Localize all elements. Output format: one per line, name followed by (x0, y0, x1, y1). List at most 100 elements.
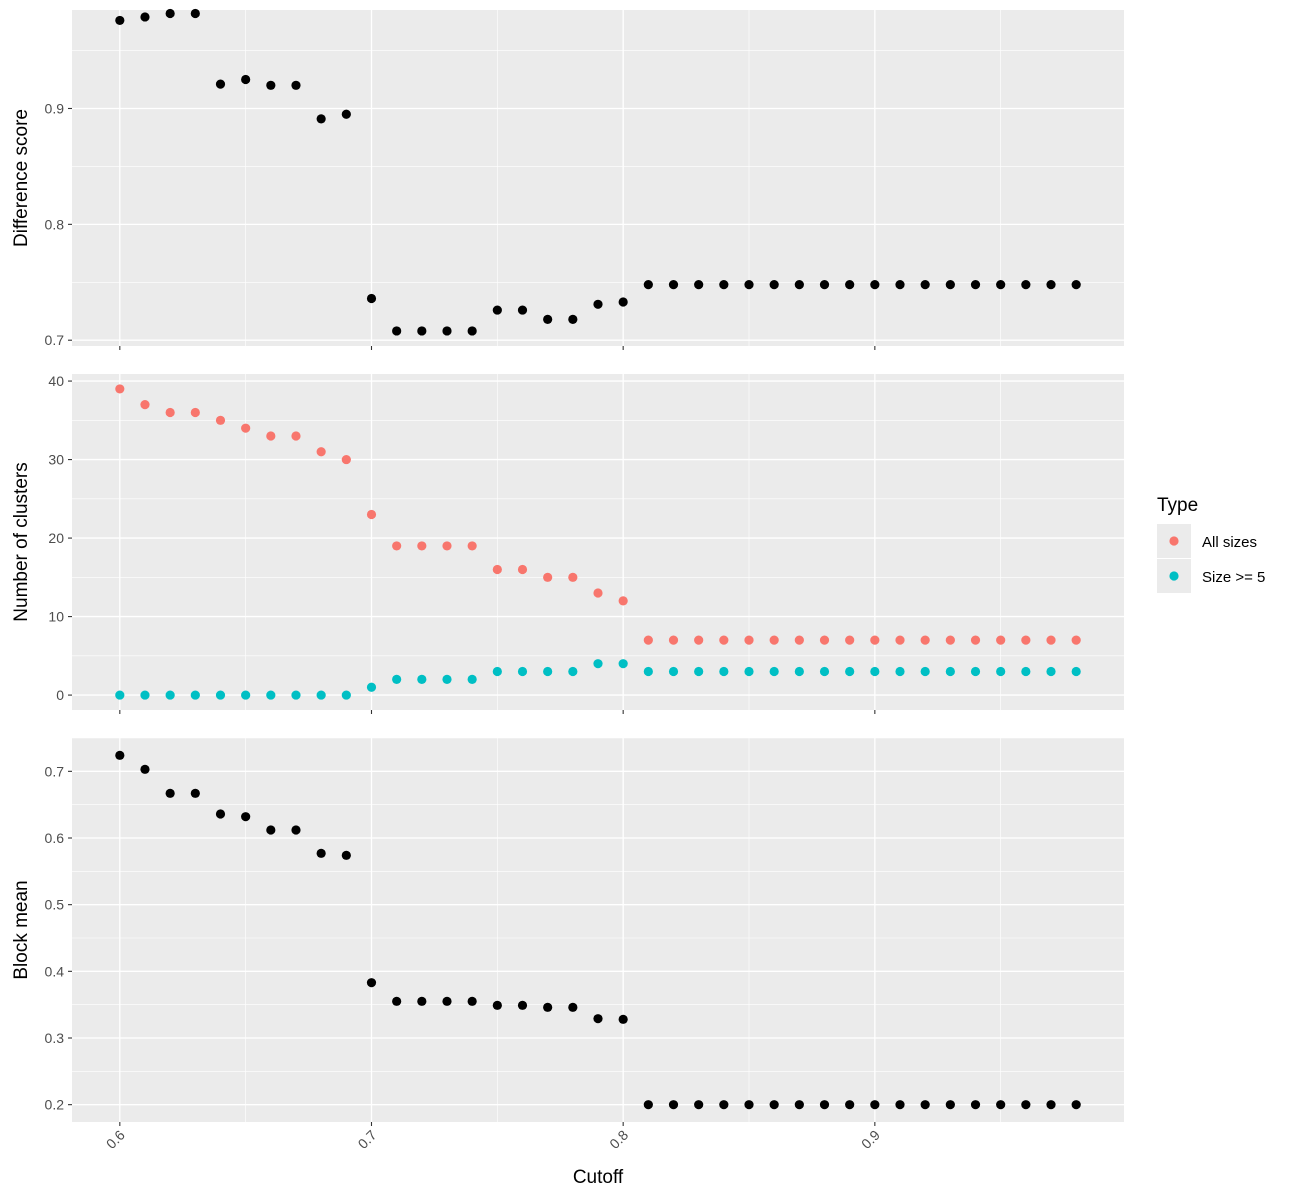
data-point (266, 431, 276, 441)
data-point (291, 80, 301, 90)
data-point (668, 1100, 679, 1110)
x-tick-label: 0.6 (103, 1127, 128, 1152)
data-point (895, 635, 905, 645)
data-point (845, 666, 855, 677)
data-point (517, 666, 528, 677)
data-point (517, 564, 528, 575)
data-point (492, 666, 502, 677)
data-point (115, 384, 125, 394)
data-point (819, 666, 830, 677)
y-tick-label: 20 (48, 530, 64, 546)
data-point (215, 79, 226, 89)
data-point (417, 674, 427, 684)
data-point (442, 996, 452, 1006)
data-point (668, 635, 679, 645)
data-point (769, 279, 779, 290)
data-point (1046, 666, 1056, 677)
data-point (543, 1002, 553, 1012)
y-tick-label: 0.7 (45, 332, 65, 348)
data-point (316, 848, 326, 858)
data-point (266, 690, 276, 700)
legend-label: Size >= 5 (1202, 569, 1265, 586)
data-point (593, 588, 603, 598)
data-point (996, 1100, 1006, 1110)
data-point (1071, 666, 1081, 677)
y-tick-label: 0.9 (45, 100, 65, 116)
data-point (316, 114, 326, 124)
data-point (366, 509, 377, 520)
data-point (895, 666, 905, 677)
data-point (190, 788, 200, 798)
data-point (945, 279, 955, 290)
data-point (845, 1100, 855, 1110)
panel-middle: 0 10 20 30 40 Number of clusters (11, 373, 1124, 714)
data-point (945, 666, 955, 677)
data-point (643, 666, 653, 677)
data-point (769, 635, 779, 645)
data-point (719, 635, 729, 645)
data-point (870, 666, 880, 677)
y-tick-label: 0.7 (45, 763, 65, 779)
data-point (140, 690, 150, 700)
data-point (845, 635, 855, 645)
data-point (291, 690, 301, 700)
data-point (819, 279, 830, 290)
data-point (945, 635, 955, 645)
legend: Type All sizes Size >= 5 (1157, 495, 1265, 593)
data-point (694, 1100, 704, 1110)
data-point (1021, 1100, 1031, 1110)
data-point (845, 279, 855, 290)
x-tick-label: 0.8 (606, 1127, 631, 1152)
data-point (241, 812, 251, 822)
data-point (719, 1100, 729, 1110)
data-point (190, 690, 200, 700)
data-point (140, 764, 150, 774)
data-point (517, 305, 528, 315)
data-point (215, 690, 226, 700)
data-point (341, 690, 351, 700)
y-tick-label: 10 (48, 609, 64, 625)
data-point (316, 690, 326, 700)
data-point (1021, 279, 1031, 290)
data-point (769, 1100, 779, 1110)
data-point (392, 996, 402, 1006)
data-point (165, 8, 175, 19)
data-point (1046, 279, 1056, 290)
legend-key-point (1169, 571, 1179, 581)
data-point (165, 788, 175, 798)
data-point (1021, 635, 1031, 645)
data-point (618, 297, 628, 307)
data-point (291, 431, 301, 441)
data-point (417, 996, 427, 1006)
data-point (341, 454, 351, 465)
data-point (819, 635, 830, 645)
data-point (115, 690, 125, 700)
y-axis-title: Difference score (11, 109, 32, 247)
data-point (140, 12, 150, 22)
y-tick-label: 0.5 (45, 897, 65, 913)
y-tick-label: 0 (56, 687, 64, 703)
data-point (895, 1100, 905, 1110)
data-point (215, 809, 226, 819)
x-tick-label: 0.9 (858, 1127, 883, 1152)
legend-key-point (1169, 536, 1179, 546)
data-point (543, 666, 553, 677)
data-point (165, 407, 175, 418)
data-point (794, 635, 804, 645)
data-point (920, 635, 930, 645)
data-point (316, 447, 326, 457)
legend-title: Type (1157, 495, 1198, 516)
data-point (115, 15, 125, 26)
panel-background (72, 738, 1124, 1122)
data-point (945, 1100, 955, 1110)
data-point (392, 674, 402, 684)
data-point (996, 279, 1006, 290)
data-point (1071, 1100, 1081, 1110)
data-point (970, 1100, 981, 1110)
y-tick-label: 30 (48, 452, 64, 468)
y-tick-label: 40 (48, 373, 64, 389)
y-axis-title: Block mean (11, 880, 32, 979)
panel-background (72, 10, 1124, 346)
data-point (442, 326, 452, 336)
